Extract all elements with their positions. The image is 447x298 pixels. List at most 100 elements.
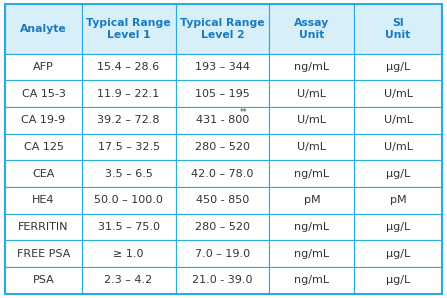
Bar bbox=[354, 240, 442, 267]
Text: 17.5 – 32.5: 17.5 – 32.5 bbox=[97, 142, 160, 152]
Bar bbox=[82, 54, 176, 80]
Bar bbox=[176, 107, 269, 134]
Bar bbox=[176, 80, 269, 107]
Bar bbox=[269, 187, 354, 214]
Bar bbox=[354, 107, 442, 134]
Text: 3.5 – 6.5: 3.5 – 6.5 bbox=[105, 169, 152, 179]
Bar bbox=[176, 54, 269, 80]
Text: μg/L: μg/L bbox=[386, 62, 410, 72]
Text: U/mL: U/mL bbox=[384, 115, 413, 125]
Text: PSA: PSA bbox=[33, 275, 55, 285]
Text: 2.3 – 4.2: 2.3 – 4.2 bbox=[105, 275, 153, 285]
Text: 105 – 195: 105 – 195 bbox=[195, 89, 250, 99]
Text: 11.9 – 22.1: 11.9 – 22.1 bbox=[97, 89, 160, 99]
Bar bbox=[82, 267, 176, 294]
Text: ng/mL: ng/mL bbox=[294, 169, 329, 179]
Text: CA 125: CA 125 bbox=[24, 142, 63, 152]
Bar bbox=[176, 160, 269, 187]
Bar bbox=[5, 160, 82, 187]
Text: 42.0 – 78.0: 42.0 – 78.0 bbox=[191, 169, 253, 179]
Text: pM: pM bbox=[304, 195, 320, 205]
Bar bbox=[5, 267, 82, 294]
Text: 50.0 – 100.0: 50.0 – 100.0 bbox=[94, 195, 163, 205]
Text: 39.2 – 72.8: 39.2 – 72.8 bbox=[97, 115, 160, 125]
Text: 193 – 344: 193 – 344 bbox=[195, 62, 250, 72]
Bar bbox=[354, 160, 442, 187]
Bar bbox=[82, 214, 176, 240]
Text: Assay
Unit: Assay Unit bbox=[294, 18, 329, 40]
Text: Analyte: Analyte bbox=[20, 24, 67, 34]
Bar bbox=[176, 134, 269, 160]
Text: FERRITIN: FERRITIN bbox=[18, 222, 69, 232]
Text: 31.5 – 75.0: 31.5 – 75.0 bbox=[97, 222, 160, 232]
Bar bbox=[5, 134, 82, 160]
Bar bbox=[5, 54, 82, 80]
Text: μg/L: μg/L bbox=[386, 222, 410, 232]
Text: SI
Unit: SI Unit bbox=[385, 18, 411, 40]
Bar bbox=[176, 4, 269, 54]
Bar bbox=[176, 240, 269, 267]
Text: μg/L: μg/L bbox=[386, 249, 410, 259]
Bar bbox=[176, 267, 269, 294]
Bar bbox=[5, 4, 82, 54]
Bar bbox=[5, 107, 82, 134]
Bar bbox=[176, 214, 269, 240]
Bar bbox=[82, 107, 176, 134]
Text: 431 - 800: 431 - 800 bbox=[196, 115, 249, 125]
Bar bbox=[354, 187, 442, 214]
Bar bbox=[354, 134, 442, 160]
Bar bbox=[176, 187, 269, 214]
Bar bbox=[5, 214, 82, 240]
Text: μg/L: μg/L bbox=[386, 169, 410, 179]
Bar bbox=[354, 267, 442, 294]
Bar bbox=[354, 80, 442, 107]
Text: HE4: HE4 bbox=[32, 195, 55, 205]
Bar bbox=[269, 134, 354, 160]
Bar bbox=[269, 160, 354, 187]
Bar bbox=[269, 80, 354, 107]
Bar bbox=[269, 240, 354, 267]
Bar bbox=[82, 80, 176, 107]
Text: 7.0 – 19.0: 7.0 – 19.0 bbox=[195, 249, 250, 259]
Text: CA 15-3: CA 15-3 bbox=[21, 89, 65, 99]
Text: 280 – 520: 280 – 520 bbox=[195, 142, 250, 152]
Bar bbox=[269, 4, 354, 54]
Text: 15.4 – 28.6: 15.4 – 28.6 bbox=[97, 62, 160, 72]
Text: Typical Range
Level 2: Typical Range Level 2 bbox=[180, 18, 265, 40]
Text: ng/mL: ng/mL bbox=[294, 62, 329, 72]
Text: U/mL: U/mL bbox=[297, 89, 326, 99]
Text: Typical Range
Level 1: Typical Range Level 1 bbox=[86, 18, 171, 40]
Bar bbox=[269, 214, 354, 240]
Text: pM: pM bbox=[390, 195, 406, 205]
Text: 450 - 850: 450 - 850 bbox=[196, 195, 249, 205]
Text: U/mL: U/mL bbox=[384, 142, 413, 152]
Bar bbox=[82, 240, 176, 267]
Bar bbox=[354, 54, 442, 80]
Bar bbox=[82, 160, 176, 187]
Text: FREE PSA: FREE PSA bbox=[17, 249, 70, 259]
Text: ng/mL: ng/mL bbox=[294, 275, 329, 285]
Bar bbox=[82, 187, 176, 214]
Bar bbox=[5, 80, 82, 107]
Text: ≥ 1.0: ≥ 1.0 bbox=[114, 249, 144, 259]
Bar bbox=[5, 240, 82, 267]
Bar bbox=[269, 107, 354, 134]
Bar bbox=[354, 4, 442, 54]
Text: ng/mL: ng/mL bbox=[294, 222, 329, 232]
Text: U/mL: U/mL bbox=[384, 89, 413, 99]
Text: **: ** bbox=[240, 108, 248, 117]
Bar bbox=[269, 267, 354, 294]
Bar bbox=[82, 4, 176, 54]
Text: CEA: CEA bbox=[32, 169, 55, 179]
Bar bbox=[354, 214, 442, 240]
Text: U/mL: U/mL bbox=[297, 142, 326, 152]
Text: ng/mL: ng/mL bbox=[294, 249, 329, 259]
Text: AFP: AFP bbox=[33, 62, 54, 72]
Text: U/mL: U/mL bbox=[297, 115, 326, 125]
Bar bbox=[269, 54, 354, 80]
Text: 21.0 - 39.0: 21.0 - 39.0 bbox=[192, 275, 253, 285]
Bar bbox=[82, 134, 176, 160]
Bar bbox=[5, 187, 82, 214]
Text: 280 – 520: 280 – 520 bbox=[195, 222, 250, 232]
Text: μg/L: μg/L bbox=[386, 275, 410, 285]
